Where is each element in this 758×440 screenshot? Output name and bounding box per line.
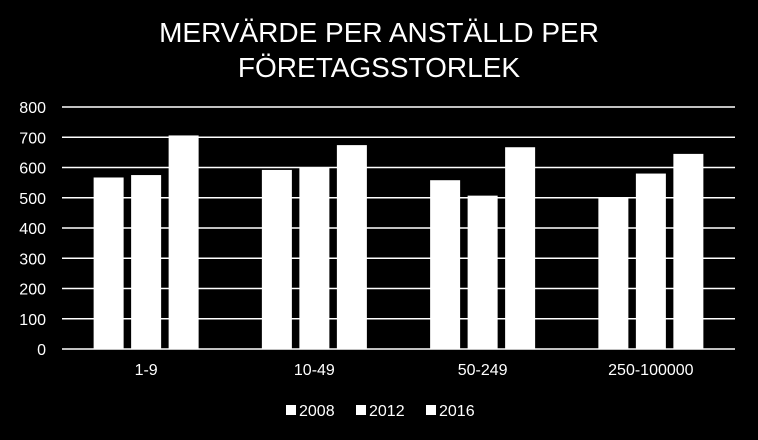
y-tick-label: 600 — [19, 161, 46, 178]
x-axis-ticks: 1-9 10-49 50-249 250-100000 — [135, 362, 694, 379]
y-tick-label: 100 — [19, 312, 46, 329]
chart-title-line-1: MERVÄRDE PER ANSTÄLLD PER — [159, 17, 599, 48]
bar — [598, 197, 629, 349]
chart-title-line-2: FÖRETAGSSTORLEK — [238, 52, 520, 83]
x-tick-label: 10-49 — [294, 362, 335, 379]
y-tick-label: 700 — [19, 130, 46, 147]
bar — [93, 177, 124, 349]
legend: 2008 2012 2016 — [286, 403, 475, 420]
legend-swatch — [356, 405, 366, 415]
y-tick-label: 800 — [19, 100, 46, 117]
gridlines — [62, 106, 735, 350]
bar — [261, 169, 292, 349]
legend-swatch — [426, 405, 436, 415]
x-tick-label: 250-100000 — [608, 362, 694, 379]
bar — [673, 153, 704, 349]
bar — [299, 167, 330, 349]
y-tick-label: 0 — [37, 342, 46, 359]
bar — [336, 145, 367, 349]
y-tick-label: 500 — [19, 191, 46, 208]
bar — [467, 195, 498, 349]
y-axis-ticks: 0 100 200 300 400 500 600 700 800 — [19, 100, 46, 359]
legend-label: 2008 — [299, 403, 335, 420]
legend-label: 2016 — [439, 403, 475, 420]
legend-label: 2012 — [369, 403, 405, 420]
bar — [430, 180, 461, 349]
bar — [168, 135, 199, 349]
bar — [131, 175, 162, 349]
x-tick-label: 1-9 — [135, 362, 158, 379]
chart-title: MERVÄRDE PER ANSTÄLLD PER FÖRETAGSSTORLE… — [159, 17, 599, 83]
x-tick-label: 50-249 — [458, 362, 508, 379]
y-tick-label: 300 — [19, 251, 46, 268]
bar — [635, 173, 666, 349]
bars — [93, 135, 704, 349]
y-tick-label: 200 — [19, 282, 46, 299]
y-tick-label: 400 — [19, 221, 46, 238]
legend-swatch — [286, 405, 296, 415]
bar — [505, 147, 536, 349]
